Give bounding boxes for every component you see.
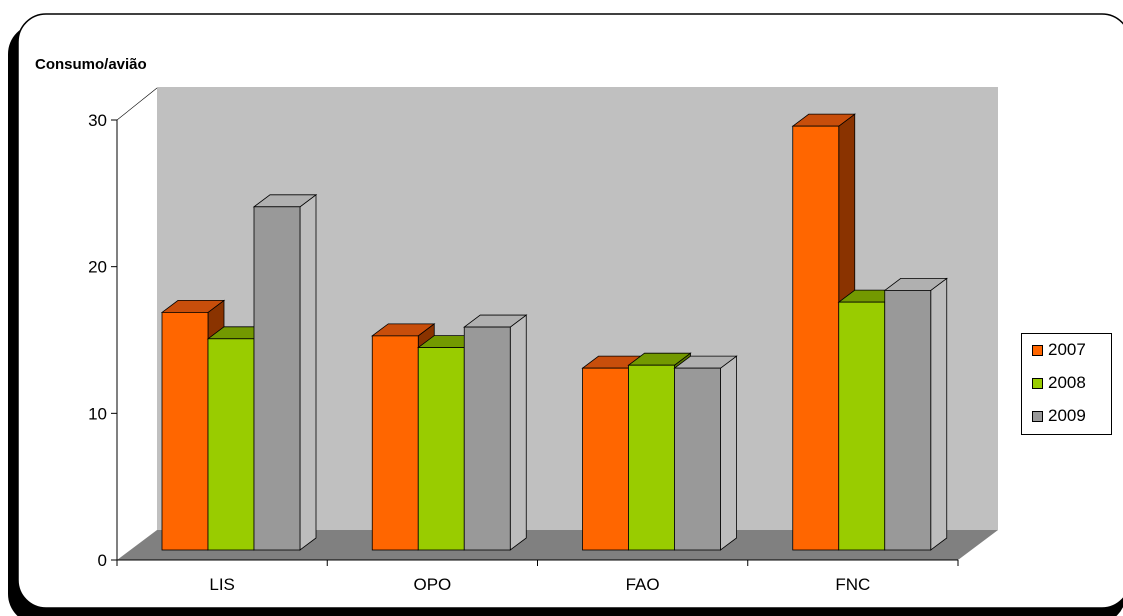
chart-legend: 2007 2008 2009 — [1021, 333, 1112, 435]
legend-swatch-2009 — [1032, 410, 1043, 422]
chart-back-wall — [157, 87, 998, 530]
bar-opo-2009 — [463, 314, 528, 551]
bar-side-face — [720, 355, 737, 551]
legend-label-2009: 2009 — [1048, 406, 1086, 425]
bar-fao-2009 — [673, 355, 738, 551]
legend-label-2007: 2007 — [1048, 340, 1086, 359]
bar-front-face — [628, 364, 675, 551]
x-tick-label: FNC — [835, 575, 870, 594]
bar-front-face — [838, 301, 886, 551]
bar-front-face — [253, 206, 301, 551]
bar-side-face — [299, 194, 317, 551]
wall-left-edge — [116, 87, 158, 121]
bar-front-face — [582, 367, 629, 551]
legend-item-2008: 2008 — [1032, 373, 1086, 393]
legend-item-2007: 2007 — [1032, 340, 1086, 360]
x-tick-label: FAO — [626, 575, 660, 594]
chart-title: Consumo/avião — [35, 56, 147, 73]
y-tick-label: 10 — [88, 404, 107, 423]
bar-side-face — [509, 314, 527, 551]
x-tick-label: LIS — [209, 575, 235, 594]
legend-swatch-2008 — [1032, 377, 1043, 389]
legend-label-2008: 2008 — [1048, 373, 1086, 392]
legend-swatch-2007 — [1032, 344, 1043, 356]
bar-front-face — [792, 125, 840, 551]
legend-item-2009: 2009 — [1032, 406, 1086, 426]
bar-front-face — [161, 311, 209, 551]
x-tick-label: OPO — [413, 575, 451, 594]
y-tick-label: 30 — [88, 111, 107, 130]
chart-floor — [117, 530, 998, 560]
bar-fnc-2009 — [883, 277, 948, 551]
bar-lis-2009 — [252, 194, 318, 551]
bar-front-face — [884, 289, 932, 551]
bar-front-face — [463, 326, 511, 551]
bar-side-face — [930, 277, 948, 551]
bar-front-face — [417, 347, 465, 551]
bar-front-face — [207, 338, 255, 551]
bar-front-face — [371, 335, 419, 551]
y-tick-label: 0 — [98, 551, 107, 570]
y-tick-label: 20 — [88, 258, 107, 277]
bar-front-face — [674, 367, 721, 551]
